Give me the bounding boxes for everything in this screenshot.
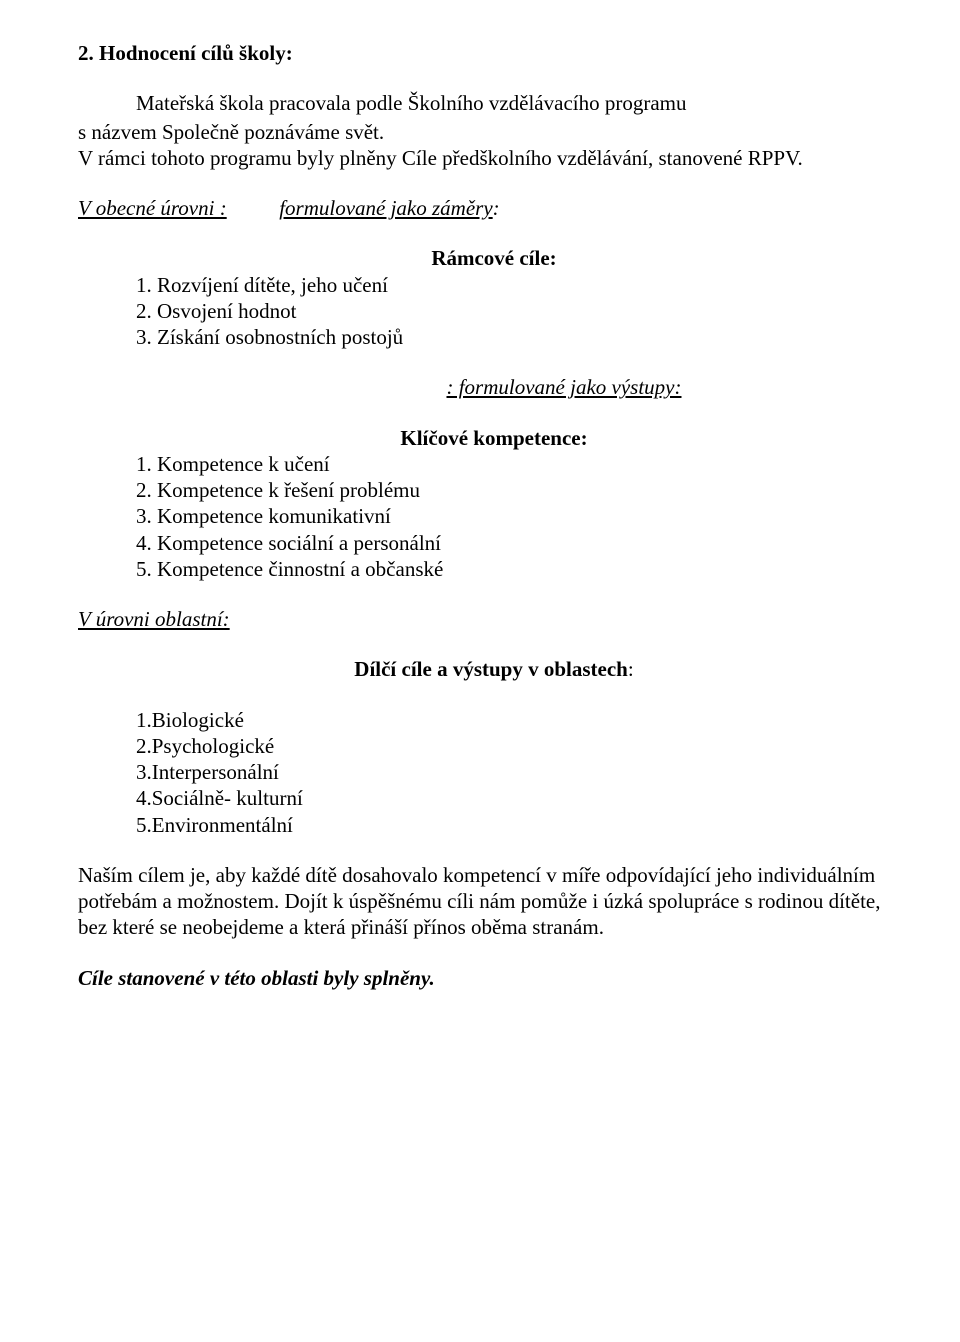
dilci-item-4: 4.Sociálně- kulturní (136, 785, 910, 811)
section-heading: 2. Hodnocení cílů školy: (78, 40, 910, 66)
intro-line-1: Mateřská škola pracovala podle Školního … (78, 90, 910, 116)
final-statement: Cíle stanovené v této oblasti byly splně… (78, 965, 910, 991)
ramcove-block: Rámcové cíle: 1. Rozvíjení dítěte, jeho … (78, 245, 910, 350)
intro-line-3: V rámci tohoto programu byly plněny Cíle… (78, 145, 910, 171)
dilci-item-5: 5.Environmentální (136, 812, 910, 838)
dilci-title: Dílčí cíle a výstupy v oblastech (354, 657, 628, 681)
vystupy-label: : formulované jako výstupy: (218, 374, 910, 400)
klicove-block: Klíčové kompetence: 1. Kompetence k učen… (78, 425, 910, 583)
klicove-item-3: 3. Kompetence komunikativní (136, 503, 910, 529)
dilci-block: Dílčí cíle a výstupy v oblastech: 1.Biol… (78, 656, 910, 838)
level-general-colon: : (493, 195, 500, 221)
dilci-item-1: 1.Biologické (136, 707, 910, 733)
klicove-item-5: 5. Kompetence činnostní a občanské (136, 556, 910, 582)
ramcove-item-3: 3. Získání osobnostních postojů (136, 324, 910, 350)
level-oblastni: V úrovni oblastní: (78, 606, 910, 632)
klicove-title: Klíčové kompetence: (78, 425, 910, 451)
dilci-item-3: 3.Interpersonální (136, 759, 910, 785)
intro-line-2: s názvem Společně poznáváme svět. (78, 119, 910, 145)
level-general-text: formulované jako záměry (279, 195, 492, 221)
intro-block: Mateřská škola pracovala podle Školního … (78, 90, 910, 171)
klicove-item-1: 1. Kompetence k učení (136, 451, 910, 477)
level-general-row: V obecné úrovni : formulované jako záměr… (78, 195, 910, 221)
level-general-spacer (227, 195, 280, 221)
klicove-item-2: 2. Kompetence k řešení problému (136, 477, 910, 503)
level-general-label: V obecné úrovni : (78, 195, 227, 221)
vystupy-label-text: : formulované jako výstupy: (446, 375, 681, 399)
dilci-colon: : (628, 657, 634, 681)
ramcove-item-1: 1. Rozvíjení dítěte, jeho učení (136, 272, 910, 298)
klicove-item-4: 4. Kompetence sociální a personální (136, 530, 910, 556)
ramcove-item-2: 2. Osvojení hodnot (136, 298, 910, 324)
dilci-title-line: Dílčí cíle a výstupy v oblastech: (78, 656, 910, 682)
ramcove-title: Rámcové cíle: (78, 245, 910, 271)
closing-paragraph: Naším cílem je, aby každé dítě dosahoval… (78, 862, 910, 941)
dilci-item-2: 2.Psychologické (136, 733, 910, 759)
